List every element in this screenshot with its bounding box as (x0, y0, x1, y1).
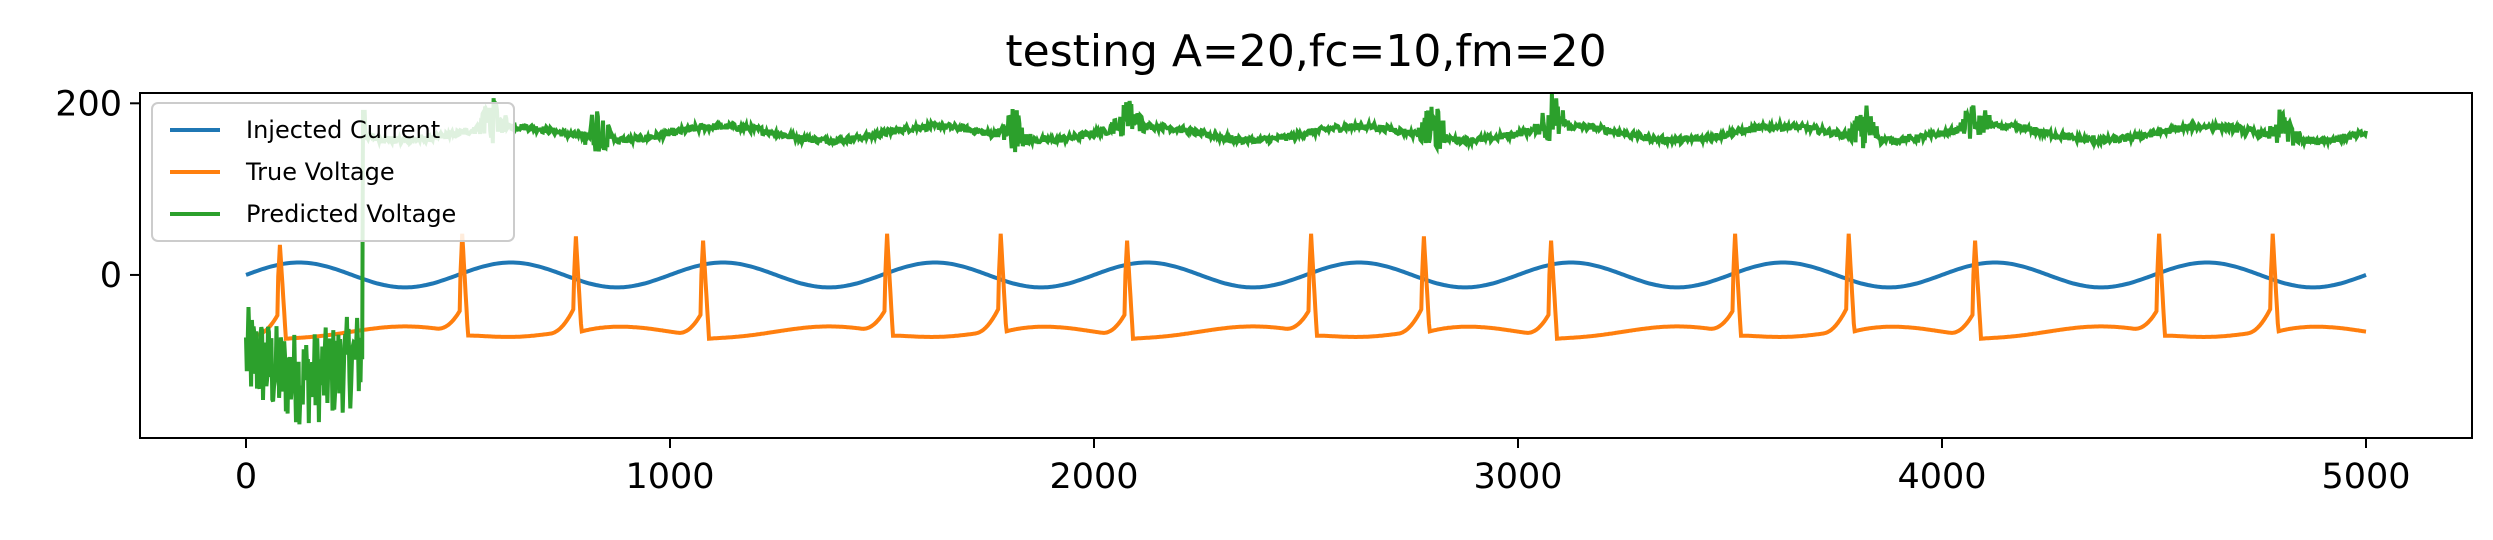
y-tick-label: 0 (100, 256, 122, 296)
x-tick-label: 2000 (1049, 457, 1138, 497)
x-tick-label: 4000 (1897, 457, 1986, 497)
x-tick-label: 5000 (2321, 457, 2410, 497)
legend-label-true-voltage: True Voltage (245, 158, 395, 186)
y-tick-label: 200 (55, 84, 122, 124)
legend-box (151, 102, 515, 242)
legend-label-predicted-voltage: Predicted Voltage (246, 200, 456, 228)
legend-label-injected-current: Injected Current (246, 116, 440, 144)
series-line-predicted-voltage (244, 93, 2368, 425)
x-axis: 0 1000 2000 3000 4000 5000 (235, 438, 2411, 497)
y-axis: 0 200 (55, 84, 140, 296)
legend: Injected Current True Voltage Predicted … (151, 102, 515, 242)
chart-title: testing A=20,fc=10,fm=20 (1005, 26, 1606, 77)
series-layer (244, 93, 2368, 425)
plot-area-frame (139, 92, 2473, 439)
x-tick-label: 1000 (625, 457, 714, 497)
series-line-injected-current (245, 260, 2367, 290)
x-tick-label: 3000 (1473, 457, 1562, 497)
series-line-true-voltage (246, 233, 2367, 342)
x-tick-label: 0 (235, 457, 257, 497)
